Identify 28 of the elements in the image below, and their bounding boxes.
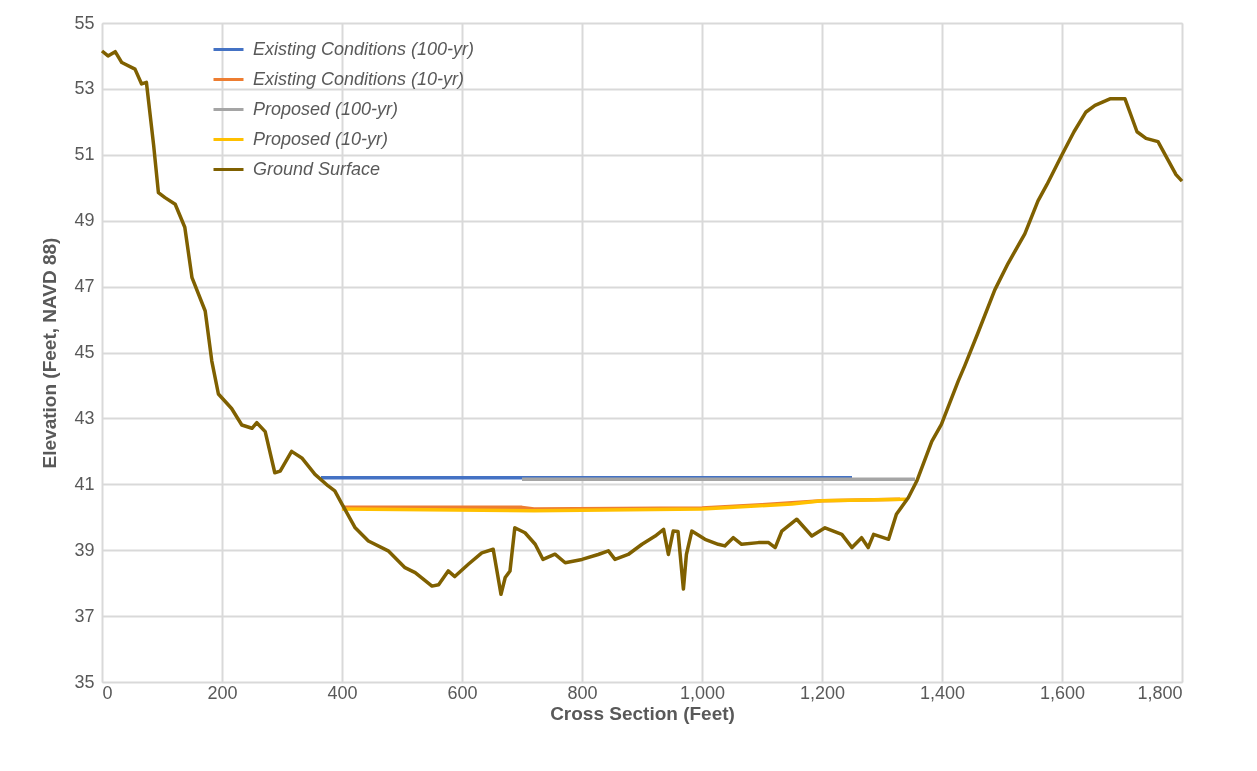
legend-label: Proposed (100-yr): [253, 98, 399, 119]
legend-label: Proposed (10-yr): [253, 128, 389, 149]
y-tick-label: 45: [74, 342, 95, 362]
x-tick-label: 400: [327, 682, 358, 703]
y-tick-label: 53: [74, 78, 95, 99]
y-tick-label: 37: [74, 605, 95, 626]
legend-label: Ground Surface: [253, 158, 381, 179]
x-tick-label: 600: [447, 682, 478, 703]
y-tick-label: 43: [74, 407, 95, 428]
x-tick-label: 1,600: [1039, 682, 1086, 703]
y-tick-label: 51: [74, 144, 95, 165]
y-tick-label: 35: [74, 671, 95, 692]
legend-label: Existing Conditions (10-yr): [253, 68, 465, 89]
x-tick-label: 800: [567, 682, 598, 703]
y-tick-label: 55: [74, 12, 95, 33]
y-tick-label: 49: [74, 210, 95, 231]
x-tick-label: 1,800: [1137, 682, 1183, 703]
y-tick-label: 41: [74, 473, 95, 494]
y-axis-title: Elevation (Feet, NAVD 88): [39, 237, 61, 469]
y-tick-label: 39: [74, 539, 95, 560]
y-tick-label: 47: [74, 276, 95, 297]
x-axis-title: Cross Section (Feet): [550, 702, 735, 724]
x-tick-label: 200: [207, 682, 238, 703]
x-tick-label: 1,400: [919, 682, 966, 703]
x-tick-label: 1,200: [799, 682, 846, 703]
x-tick-label: 1,000: [679, 682, 726, 703]
legend-label: Existing Conditions (100-yr): [253, 38, 475, 59]
x-tick-label: 0: [102, 682, 113, 703]
